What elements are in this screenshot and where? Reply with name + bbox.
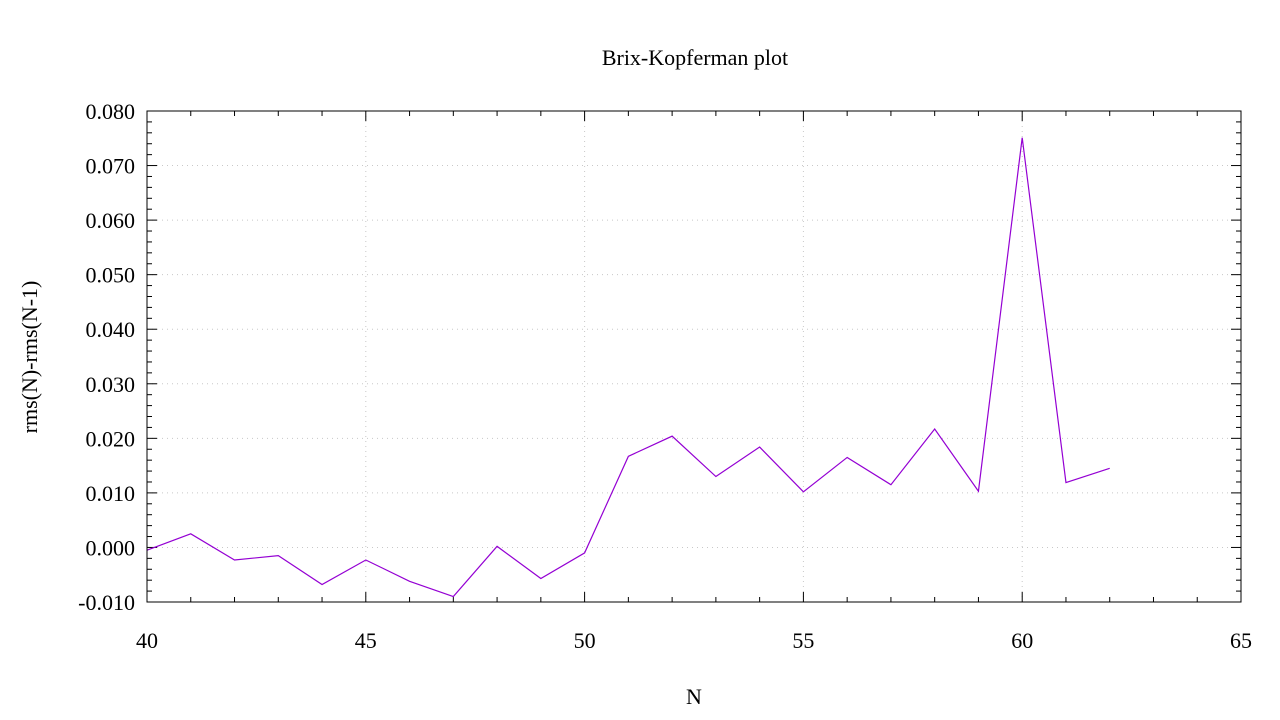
y-tick-label: 0.080 (86, 99, 136, 124)
tick-labels: -0.010 0.000 0.010 0.020 0.030 0.040 0.050 0.06… (78, 99, 1252, 653)
grid (147, 111, 1241, 602)
y-tick-label: 0.050 (86, 263, 136, 288)
y-tick-label: 0.060 (86, 208, 136, 233)
y-tick-label: 0.040 (86, 317, 136, 342)
y-tick-label: 0.070 (86, 154, 136, 179)
x-tick-label: 40 (136, 628, 158, 653)
chart-title: Brix-Kopferman plot (602, 45, 788, 70)
axis-ticks (146, 110, 1242, 603)
series-line (146, 137, 1110, 598)
x-tick-label: 60 (1011, 628, 1033, 653)
y-tick-label: 0.010 (86, 481, 136, 506)
series-layer (146, 137, 1110, 598)
x-tick-label: 65 (1230, 628, 1252, 653)
y-tick-label: 0.020 (86, 426, 136, 451)
x-tick-label: 50 (574, 628, 596, 653)
plot-frame (146, 110, 1242, 603)
x-tick-label: 55 (792, 628, 814, 653)
y-tick-label: -0.010 (78, 590, 135, 615)
y-axis-label: rms(N)-rms(N-1) (17, 281, 42, 434)
x-axis-label: N (686, 684, 702, 709)
y-tick-label: 0.030 (86, 372, 136, 397)
y-tick-label: 0.000 (86, 535, 136, 560)
x-tick-label: 45 (355, 628, 377, 653)
